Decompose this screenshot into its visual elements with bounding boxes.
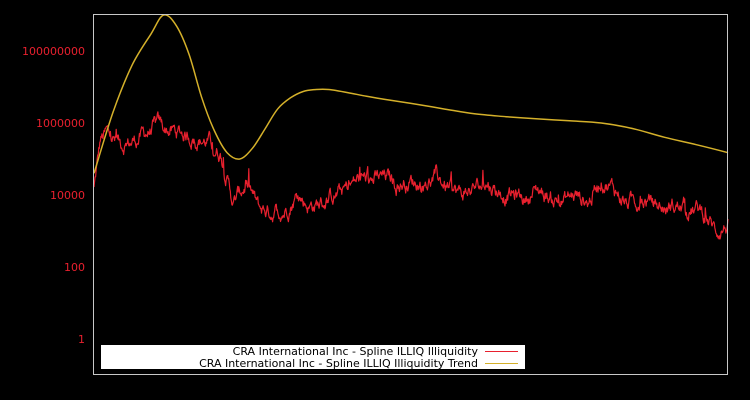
y-tick-label: 10000 [50,189,85,202]
legend-box [101,345,525,369]
series-line-trend [93,14,729,174]
y-tick-label: 1000000 [36,117,85,130]
legend-label-trend: CRA International Inc - Spline ILLIQ Ill… [199,357,478,370]
legend: CRA International Inc - Spline ILLIQ Ill… [101,345,525,370]
series-line-illiquidity [93,111,729,240]
plot-area [93,14,729,240]
y-axis: 1 100 10000 1000000 100000000 [22,45,85,346]
y-tick-label: 100 [64,261,85,274]
y-tick-label: 100000000 [22,45,85,58]
legend-label-illiquidity: CRA International Inc - Spline ILLIQ Ill… [233,345,479,358]
y-tick-label: 1 [78,333,85,346]
plot-frame [93,14,728,375]
